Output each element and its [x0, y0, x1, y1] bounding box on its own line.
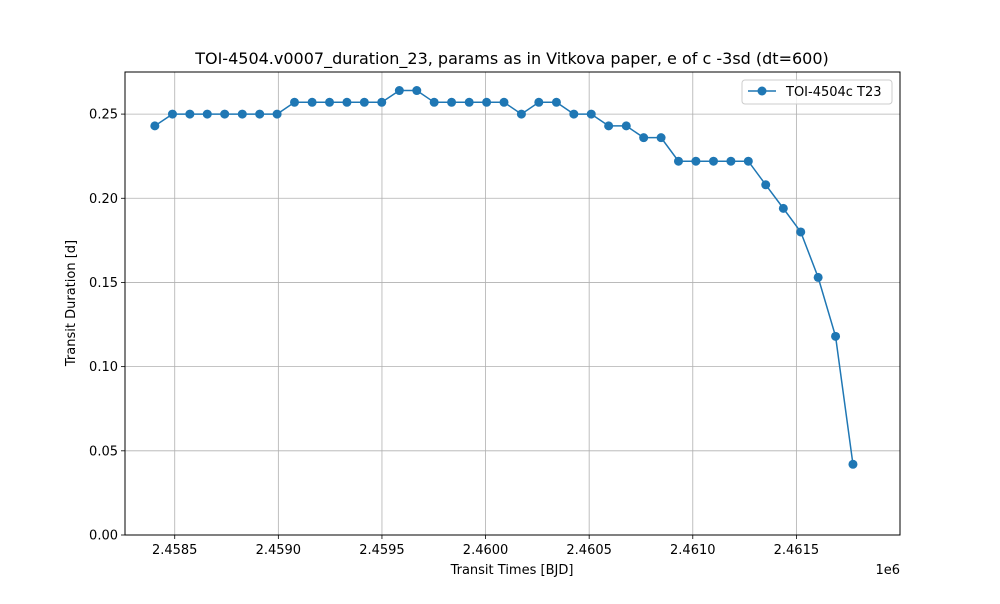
y-tick-label: 0.05	[89, 444, 118, 459]
x-tick-label: 2.4595	[359, 543, 405, 558]
data-point	[813, 272, 823, 282]
y-axis-label: Transit Duration [d]	[64, 240, 79, 367]
data-point	[639, 133, 649, 143]
data-point	[586, 109, 596, 119]
data-point	[726, 156, 736, 166]
data-point	[325, 97, 335, 107]
x-tick-label: 2.4615	[774, 543, 820, 558]
tick-layer: 2.4585 2.4590 2.4595 2.4600 2.4605 2.4610 2.46…	[89, 108, 819, 558]
x-axis-label: Transit Times [BJD]	[450, 563, 574, 578]
x-tick-label: 2.4585	[152, 543, 198, 558]
data-point	[429, 97, 439, 107]
data-point	[202, 109, 212, 119]
data-point	[307, 97, 317, 107]
axes-frame	[124, 71, 901, 536]
series-layer	[150, 86, 858, 469]
data-point	[569, 109, 579, 119]
data-point	[551, 97, 561, 107]
chart-title: TOI-4504.v0007_duration_23, params as in…	[194, 49, 829, 69]
data-point	[412, 86, 422, 96]
data-point	[534, 97, 544, 107]
data-point	[743, 156, 753, 166]
data-point	[831, 331, 841, 341]
data-point	[272, 109, 282, 119]
data-point	[359, 97, 369, 107]
x-offset-label: 1e6	[875, 563, 900, 578]
data-point	[185, 109, 195, 119]
data-point	[499, 97, 509, 107]
legend-box	[741, 79, 893, 105]
x-tick-label: 2.4600	[463, 543, 509, 558]
data-point	[150, 121, 160, 131]
data-point	[167, 109, 177, 119]
data-point	[604, 121, 614, 131]
y-tick-label: 0.15	[89, 276, 118, 291]
data-point	[656, 133, 666, 143]
data-point	[796, 227, 806, 237]
data-point	[447, 97, 457, 107]
data-point	[377, 97, 387, 107]
data-point	[290, 97, 300, 107]
data-point	[516, 109, 526, 119]
y-tick-label: 0.20	[89, 192, 118, 207]
data-point	[691, 156, 701, 166]
data-point	[761, 180, 771, 190]
data-point	[342, 97, 352, 107]
data-point	[237, 109, 247, 119]
y-tick-label: 0.00	[89, 529, 118, 544]
data-point	[778, 203, 788, 213]
legend-marker-swatch	[757, 86, 767, 96]
legend-label: TOI-4504c T23	[785, 85, 882, 100]
x-tick-label: 2.4605	[566, 543, 612, 558]
data-point	[394, 86, 404, 96]
y-tick-label: 0.25	[89, 108, 118, 123]
data-point	[848, 459, 858, 469]
x-tick-label: 2.4610	[670, 543, 716, 558]
data-point	[464, 97, 474, 107]
data-point	[709, 156, 719, 166]
legend: TOI-4504c T23	[741, 79, 893, 105]
data-point	[621, 121, 631, 131]
y-tick-label: 0.10	[89, 360, 118, 375]
data-point	[482, 97, 492, 107]
data-point	[255, 109, 265, 119]
x-tick-label: 2.4590	[256, 543, 302, 558]
data-point	[673, 156, 683, 166]
data-point	[220, 109, 230, 119]
